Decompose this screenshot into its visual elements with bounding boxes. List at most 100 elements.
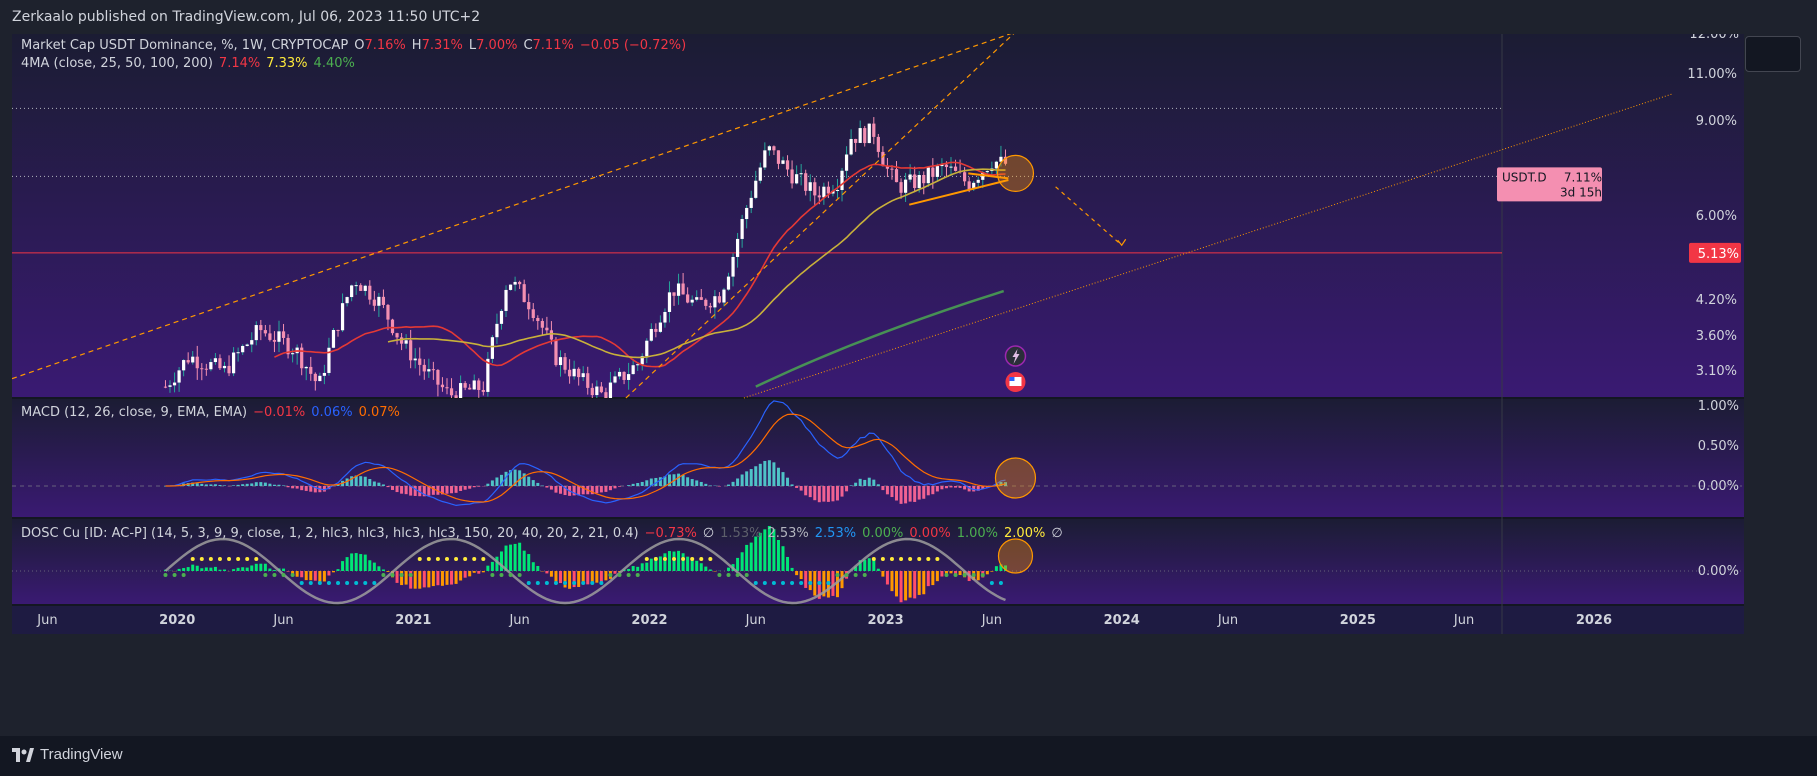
dosc-dot-132 bbox=[762, 581, 767, 585]
macd-hist-bar-81 bbox=[531, 480, 535, 486]
candle-body-12 bbox=[218, 358, 222, 369]
panel-bg-1 bbox=[12, 34, 1744, 398]
chart-canvas[interactable]: 11.00% 9.00% 6.00% 4.20% 3.60% 3.10% USDT.D 7.1… bbox=[12, 34, 1744, 734]
macd-hist-bar-142 bbox=[808, 486, 812, 498]
dosc-bar-138 bbox=[790, 567, 794, 571]
macd-hist-bar-137 bbox=[786, 477, 790, 486]
macd-hist-bar-21 bbox=[259, 482, 263, 486]
dosc-bar-70 bbox=[481, 571, 485, 573]
candle-body-34 bbox=[318, 375, 322, 382]
macd-hist-bar-85 bbox=[549, 486, 553, 490]
legend-dosc[interactable]: DOSC Cu [ID: AC-P] (14, 5, 3, 9, 9, clos… bbox=[21, 526, 1069, 541]
dosc-bar-116 bbox=[690, 558, 694, 571]
dosc-bar-76 bbox=[509, 544, 513, 571]
dosc-bar-99 bbox=[613, 571, 617, 574]
macd-hist-bar-22 bbox=[263, 482, 267, 486]
dosc-bar-23 bbox=[268, 568, 272, 571]
dosc-dot-122 bbox=[717, 573, 722, 577]
macd-hist-bar-13 bbox=[223, 485, 226, 486]
dosc-bar-58 bbox=[427, 571, 431, 588]
legend-main[interactable]: Market Cap USDT Dominance, %, 1W, CRYPTO… bbox=[21, 38, 692, 53]
candle-body-102 bbox=[627, 374, 631, 380]
candle-body-110 bbox=[663, 311, 667, 323]
candle-body-101 bbox=[622, 371, 626, 380]
macd-tick-2: 0.00% bbox=[1698, 479, 1739, 494]
time-tick-12: Jun bbox=[1453, 613, 1474, 628]
macd-hist-bar-141 bbox=[804, 486, 808, 496]
candle-body-70 bbox=[481, 389, 485, 392]
dosc-dot-84 bbox=[544, 581, 549, 585]
candle-body-22 bbox=[263, 330, 267, 334]
candle-body-68 bbox=[472, 380, 476, 390]
candle-body-183 bbox=[994, 161, 999, 169]
candle-body-94 bbox=[590, 387, 594, 396]
macd-hist-bar-179 bbox=[976, 486, 980, 491]
dosc-bar-56 bbox=[418, 571, 422, 589]
dosc-bar-57 bbox=[422, 571, 426, 588]
dosc-dot-178 bbox=[971, 573, 976, 577]
macd-hist-bar-23 bbox=[268, 483, 272, 486]
candle-body-6 bbox=[191, 356, 195, 363]
dosc-dot-42 bbox=[354, 581, 359, 585]
candle-body-111 bbox=[667, 292, 672, 312]
dosc-dot-48 bbox=[381, 573, 386, 577]
dosc-dot-4 bbox=[181, 573, 186, 577]
legend-change: −0.05 (−0.72%) bbox=[579, 38, 687, 53]
dosc-bar-131 bbox=[758, 532, 762, 571]
macd-hist-bar-91 bbox=[577, 486, 581, 496]
dosc-bar-148 bbox=[835, 571, 839, 598]
macd-hist-bar-119 bbox=[704, 483, 708, 486]
level-price-tag bbox=[1689, 242, 1741, 263]
macd-hist-bar-132 bbox=[763, 460, 767, 486]
current-price-tag bbox=[1497, 167, 1602, 202]
dosc-bar-128 bbox=[745, 544, 749, 571]
macd-hist-bar-164 bbox=[908, 486, 912, 502]
panel-bg-3 bbox=[12, 518, 1744, 605]
dosc-bar-40 bbox=[345, 557, 349, 571]
legend-dosc-v9: 2.00% bbox=[1004, 526, 1046, 541]
candle-body-95 bbox=[595, 386, 599, 396]
dosc-dot-6 bbox=[190, 557, 195, 561]
dosc-bar-8 bbox=[200, 568, 204, 571]
dosc-bar-53 bbox=[404, 571, 408, 585]
scale-settings-button[interactable] bbox=[1745, 36, 1801, 72]
candle-body-10 bbox=[209, 362, 213, 370]
dosc-dot-18 bbox=[245, 557, 250, 561]
macd-hist-bar-134 bbox=[772, 462, 776, 486]
dosc-dot-94 bbox=[590, 581, 595, 585]
candle-body-85 bbox=[549, 330, 554, 340]
macd-hist-bar-127 bbox=[740, 474, 744, 486]
macd-hist-bar-167 bbox=[922, 486, 926, 499]
dosc-bar-115 bbox=[686, 556, 690, 571]
macd-hist-bar-161 bbox=[895, 486, 899, 501]
dosc-bar-6 bbox=[191, 564, 195, 571]
dosc-dot-164 bbox=[908, 557, 913, 561]
candle-body-170 bbox=[935, 166, 939, 177]
dosc-bar-18 bbox=[245, 567, 249, 571]
macd-hist-bar-153 bbox=[858, 478, 862, 486]
dosc-bar-108 bbox=[654, 556, 658, 571]
macd-hist-bar-16 bbox=[236, 484, 240, 486]
candle-body-131 bbox=[758, 167, 762, 181]
tradingview-logo[interactable]: TradingView bbox=[12, 746, 123, 763]
dosc-bar-10 bbox=[209, 567, 213, 571]
legend-close-value: 7.11% bbox=[532, 38, 574, 53]
chart-frame[interactable]: 11.00% 9.00% 6.00% 4.20% 3.60% 3.10% USDT.D 7.1… bbox=[12, 34, 1744, 734]
macd-hist-bar-118 bbox=[699, 481, 703, 486]
macd-group bbox=[163, 400, 1007, 507]
dosc-bar-112 bbox=[672, 551, 676, 571]
macd-hist-bar-29 bbox=[295, 486, 299, 489]
candle-body-66 bbox=[463, 383, 467, 388]
macd-hist-bar-104 bbox=[636, 483, 640, 486]
dosc-bar-172 bbox=[944, 571, 948, 575]
legend-macd-line: 0.06% bbox=[311, 405, 353, 420]
candle-body-47 bbox=[377, 296, 381, 306]
macd-hist-bar-20 bbox=[254, 482, 258, 486]
macd-hist-bar-71 bbox=[486, 483, 490, 486]
macd-hist-bar-111 bbox=[667, 474, 671, 486]
macd-hist-bar-63 bbox=[450, 486, 454, 494]
dosc-bar-75 bbox=[504, 545, 508, 571]
legend-ma[interactable]: 4MA (close, 25, 50, 100, 200) 7.14% 7.33% 4… bbox=[21, 56, 361, 71]
macd-hist-bar-88 bbox=[563, 486, 567, 496]
legend-macd[interactable]: MACD (12, 26, close, 9, EMA, EMA) −0.01% 0… bbox=[21, 405, 406, 420]
